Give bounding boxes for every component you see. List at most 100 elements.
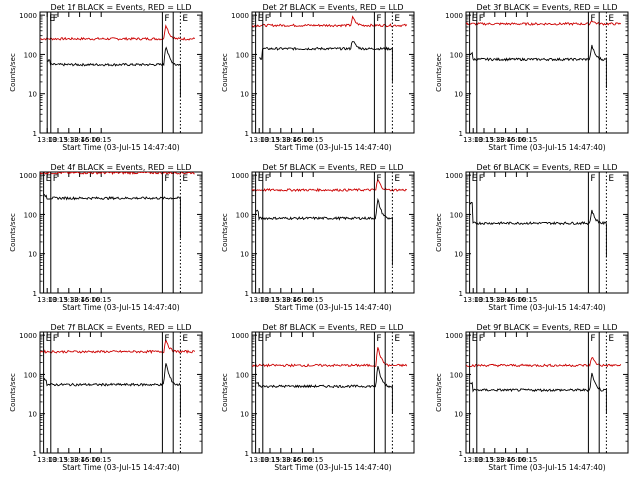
panel-6: Det 6f BLACK = Events, RED = LLD 1 10 100 10…	[435, 163, 629, 312]
x-tick-label: 13:45	[70, 296, 90, 304]
y-tick-label: 100	[450, 51, 463, 59]
y-tick-label: 10	[28, 251, 37, 259]
y-tick-label: 100	[24, 371, 37, 379]
y-axis-label: Counts/sec	[221, 53, 229, 92]
x-tick-label: 13:00	[463, 456, 483, 464]
time-marker-label: F	[164, 334, 169, 344]
y-tick-label: 1000	[19, 172, 37, 180]
y-tick-label: 10	[240, 411, 249, 419]
events-series-line	[46, 46, 181, 98]
x-tick-label: 16:15	[91, 136, 111, 144]
y-tick-label: 100	[236, 371, 249, 379]
y-tick-label: 1	[245, 450, 249, 458]
x-axis-label: Start Time (03-Jul-15 14:47:40)	[274, 143, 391, 152]
x-tick-label: 13:45	[70, 136, 90, 144]
y-tick-label: 100	[450, 211, 463, 219]
time-marker-label: E	[258, 334, 264, 344]
time-marker-label: F	[164, 174, 169, 184]
plot-frame	[39, 171, 203, 294]
time-marker-label: E	[472, 174, 478, 184]
lld-series-line	[40, 24, 196, 41]
y-tick-label: 100	[236, 211, 249, 219]
time-marker-label: F	[590, 174, 595, 184]
x-tick-label: 13:00	[249, 456, 269, 464]
events-series-line	[255, 365, 393, 414]
y-axis-label: Counts/sec	[435, 213, 443, 252]
x-axis-label: Start Time (03-Jul-15 14:47:40)	[62, 463, 179, 472]
time-marker-label: F	[376, 174, 381, 184]
panel-9: Det 9f BLACK = Events, RED = LLD 1 10 100 10…	[435, 323, 629, 472]
time-marker-label: F	[53, 334, 58, 344]
x-tick-label: 13:15	[474, 456, 494, 464]
x-tick-label: 13:15	[474, 296, 494, 304]
x-tick-label: 16:00	[292, 136, 312, 144]
x-tick-label: 13:45	[496, 296, 516, 304]
y-tick-label: 10	[454, 251, 463, 259]
y-tick-label: 1000	[19, 12, 37, 20]
x-axis-label: Start Time (03-Jul-15 14:47:40)	[274, 463, 391, 472]
time-marker-label: E	[258, 14, 264, 24]
panel-7: Det 7f BLACK = Events, RED = LLD 1 10 100 10…	[9, 323, 203, 472]
x-tick-label: 13:00	[249, 296, 269, 304]
y-tick-label: 1000	[231, 332, 249, 340]
x-tick-label: 16:00	[80, 456, 100, 464]
y-tick-label: 10	[454, 411, 463, 419]
plot-frame	[251, 11, 415, 134]
x-tick-label: 13:00	[249, 136, 269, 144]
x-tick-label: 13:45	[70, 456, 90, 464]
y-axis-label: Counts/sec	[9, 373, 17, 412]
time-marker-label: F	[164, 14, 169, 24]
y-tick-label: 1	[33, 450, 37, 458]
x-tick-label: 16:15	[517, 296, 537, 304]
time-marker-label: F	[376, 14, 381, 24]
x-tick-label: 13:15	[48, 456, 68, 464]
panel-title: Det 6f BLACK = Events, RED = LLD	[476, 163, 617, 172]
x-tick-label: 16:15	[91, 456, 111, 464]
x-tick-label: 13:00	[463, 136, 483, 144]
x-axis-label: Start Time (03-Jul-15 14:47:40)	[488, 463, 605, 472]
x-tick-label: 13:30	[59, 136, 79, 144]
y-tick-label: 10	[240, 91, 249, 99]
lld-series-line	[252, 347, 408, 368]
x-tick-label: 13:15	[260, 456, 280, 464]
x-tick-label: 13:15	[48, 136, 68, 144]
panel-1: Det 1f BLACK = Events, RED = LLD 1 10 100 10…	[9, 3, 203, 152]
y-tick-label: 1	[459, 290, 463, 298]
time-marker-label: E	[394, 14, 400, 24]
panel-title: Det 3f BLACK = Events, RED = LLD	[476, 3, 617, 12]
x-tick-label: 13:00	[37, 296, 57, 304]
time-marker-label: E	[608, 14, 614, 24]
panel-4: Det 4f BLACK = Events, RED = LLD 1 10 100 10…	[9, 163, 203, 312]
plot-frame	[251, 171, 415, 294]
y-tick-label: 1	[245, 130, 249, 138]
x-tick-label: 16:00	[80, 296, 100, 304]
plot-frame	[465, 331, 629, 454]
time-marker-label: F	[376, 334, 381, 344]
x-tick-label: 16:00	[506, 136, 526, 144]
y-tick-label: 1	[459, 130, 463, 138]
x-tick-label: 13:45	[282, 456, 302, 464]
x-tick-label: 16:00	[506, 296, 526, 304]
x-tick-label: 16:00	[506, 456, 526, 464]
x-tick-label: 16:15	[91, 296, 111, 304]
x-tick-label: 13:00	[37, 456, 57, 464]
panel-3: Det 3f BLACK = Events, RED = LLD 1 10 100 10…	[435, 3, 629, 152]
y-tick-label: 100	[450, 371, 463, 379]
time-marker-label: E	[182, 334, 188, 344]
plot-frame	[251, 331, 415, 454]
time-marker-label: F	[479, 334, 484, 344]
y-tick-label: 1	[33, 290, 37, 298]
time-marker-label: F	[265, 14, 270, 24]
y-axis-label: Counts/sec	[9, 53, 17, 92]
x-tick-label: 13:30	[271, 296, 291, 304]
x-tick-label: 13:45	[496, 456, 516, 464]
x-tick-label: 16:15	[303, 296, 323, 304]
x-axis-label: Start Time (03-Jul-15 14:47:40)	[488, 303, 605, 312]
time-marker-label: F	[479, 14, 484, 24]
x-tick-label: 13:00	[37, 136, 57, 144]
x-tick-label: 13:30	[271, 456, 291, 464]
x-tick-label: 16:15	[303, 456, 323, 464]
x-tick-label: 16:00	[80, 136, 100, 144]
x-tick-label: 13:30	[485, 296, 505, 304]
